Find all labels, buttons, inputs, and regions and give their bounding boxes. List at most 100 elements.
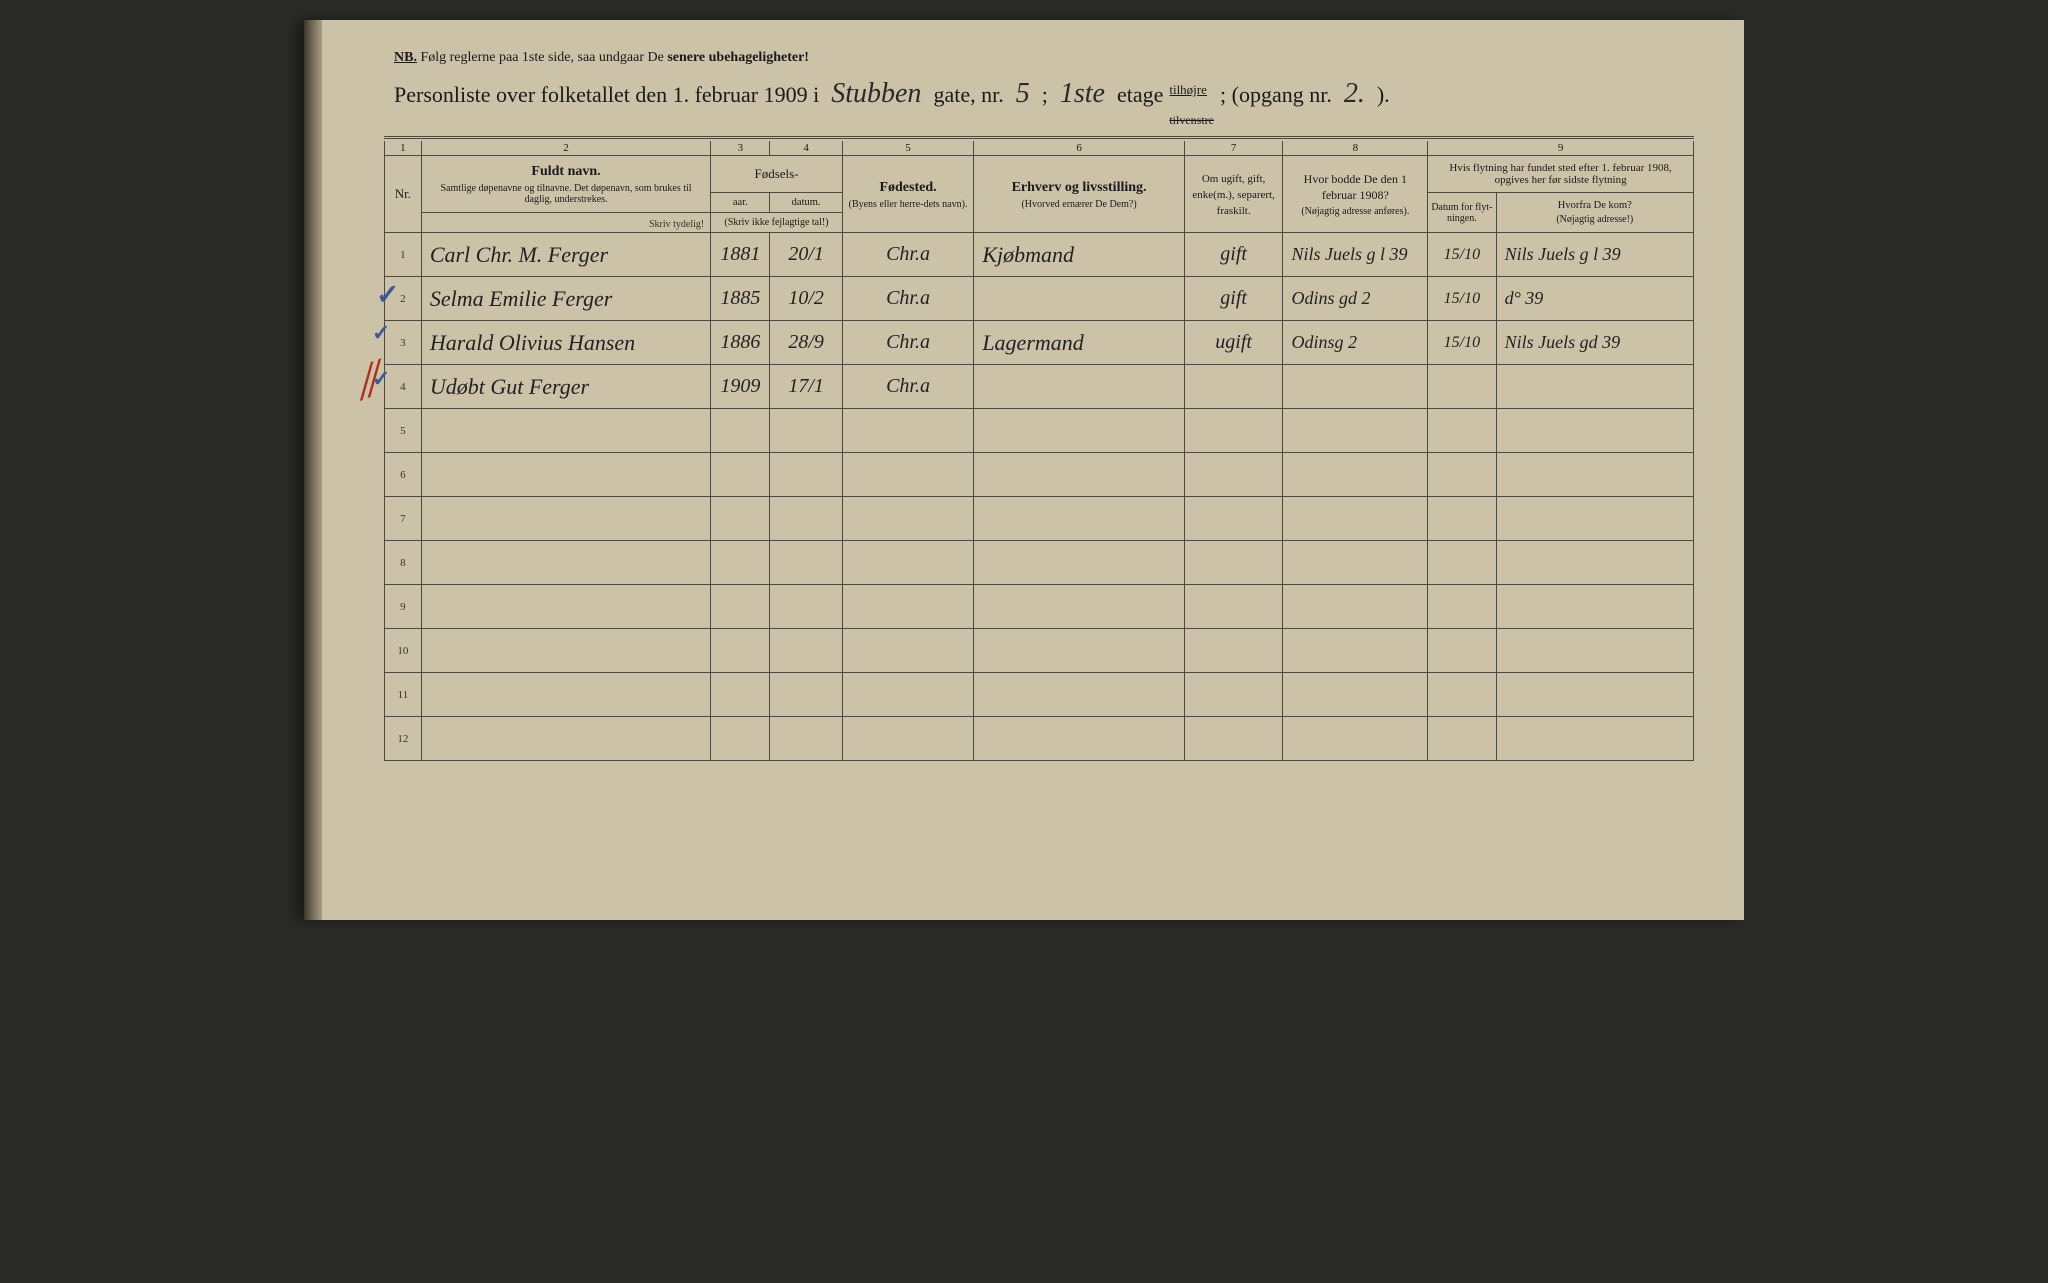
head-datum: datum. [770, 193, 842, 213]
head-fuldt: Fuldt navn. Samtlige døpenavne og tilnav… [421, 156, 710, 213]
cell-empty [842, 409, 974, 453]
cell-occupation: Kjøbmand [974, 233, 1185, 277]
cell-empty [770, 453, 842, 497]
cell-birthplace: Chr.a [842, 233, 974, 277]
row-number: 11 [385, 673, 422, 717]
colnum-9: 9 [1428, 141, 1694, 156]
cell-empty [1428, 717, 1496, 761]
head-ugift: Om ugift, gift, enke(m.), separert, fras… [1184, 156, 1283, 233]
table-row: 5 [385, 409, 1694, 453]
cell-address-1908: Odinsg 2 [1283, 321, 1428, 365]
opgang-handwritten: 2. [1338, 78, 1371, 110]
cell-move-date [1428, 365, 1496, 409]
cell-empty [974, 717, 1185, 761]
cell-from: d° 39 [1496, 277, 1693, 321]
cell-move-date: 15/10 [1428, 277, 1496, 321]
cell-empty [1184, 629, 1283, 673]
nb-prefix: NB. [394, 50, 417, 65]
cell-empty [974, 453, 1185, 497]
cell-empty [1184, 409, 1283, 453]
cell-empty [1283, 673, 1428, 717]
row-number: 4 [385, 365, 422, 409]
cell-empty [770, 629, 842, 673]
tilhojre: tilhøjre [1169, 82, 1207, 97]
head-hvor-bodde-sub: (Nøjagtig adresse anføres). [1287, 206, 1423, 217]
cell-empty [711, 673, 770, 717]
census-table: 1 2 3 4 5 6 7 8 9 Nr. Fuldt navn. Samtli… [384, 141, 1694, 761]
cell-occupation [974, 365, 1185, 409]
cell-empty [770, 541, 842, 585]
title-c: ; [1042, 82, 1048, 108]
cell-empty [1496, 717, 1693, 761]
cell-empty [1283, 629, 1428, 673]
cell-empty [1184, 497, 1283, 541]
head-fodested: Fødested. (Byens eller herre-dets navn). [842, 156, 974, 233]
head-erhverv-title: Erhverv og livsstilling. [1012, 180, 1147, 195]
nb-instruction: NB. Følg reglerne paa 1ste side, saa und… [384, 50, 1694, 66]
row-number: 6 [385, 453, 422, 497]
head-fodested-sub: (Byens eller herre-dets navn). [847, 199, 970, 210]
cell-from: Nils Juels gd 39 [1496, 321, 1693, 365]
cell-address-1908: Nils Juels g l 39 [1283, 233, 1428, 277]
cell-empty [711, 409, 770, 453]
table-body: 1Carl Chr. M. Ferger188120/1Chr.aKjøbman… [385, 233, 1694, 761]
head-skriv-ikke: (Skriv ikke fejlagtige tal!) [711, 213, 843, 233]
cell-name: Selma Emilie Ferger [421, 277, 710, 321]
cell-empty [770, 717, 842, 761]
cell-empty [711, 585, 770, 629]
red-slash-mark: ⁄⁄ [353, 349, 389, 409]
cell-empty [711, 453, 770, 497]
nr-handwritten: 5 [1010, 78, 1036, 110]
cell-address-1908: Odins gd 2 [1283, 277, 1428, 321]
title-d: etage [1117, 82, 1163, 108]
cell-empty [974, 673, 1185, 717]
cell-empty [974, 497, 1185, 541]
row-number: 5 [385, 409, 422, 453]
cell-empty [1496, 541, 1693, 585]
cell-empty [1283, 453, 1428, 497]
head-ugift-text: Om ugift, gift, enke(m.), separert, fras… [1192, 173, 1274, 217]
cell-empty [1283, 717, 1428, 761]
colnum-1: 1 [385, 141, 422, 156]
cell-status: gift [1184, 277, 1283, 321]
cell-year: 1885 [711, 277, 770, 321]
cell-empty [1184, 585, 1283, 629]
row-number: 10 [385, 629, 422, 673]
cell-year: 1886 [711, 321, 770, 365]
cell-empty [842, 673, 974, 717]
row-number: 3 [385, 321, 422, 365]
colnum-3: 3 [711, 141, 770, 156]
head-hvor-bodde-title: Hvor bodde De den 1 februar 1908? [1304, 172, 1407, 202]
cell-date: 17/1 [770, 365, 842, 409]
cell-empty [711, 629, 770, 673]
table-row: 1Carl Chr. M. Ferger188120/1Chr.aKjøbman… [385, 233, 1694, 277]
cell-empty [770, 409, 842, 453]
etage-handwritten: 1ste [1054, 78, 1111, 110]
head-skriv-tydelig-cell: Skriv tydelig! [421, 213, 710, 233]
cell-empty [1184, 453, 1283, 497]
header-row-1: Nr. Fuldt navn. Samtlige døpenavne og ti… [385, 156, 1694, 193]
table-row: 11 [385, 673, 1694, 717]
head-skriv-tydelig: Skriv tydelig! [649, 219, 704, 230]
cell-status: gift [1184, 233, 1283, 277]
cell-empty [842, 585, 974, 629]
cell-empty [974, 541, 1185, 585]
colnum-2: 2 [421, 141, 710, 156]
cell-year: 1909 [711, 365, 770, 409]
cell-empty [1428, 629, 1496, 673]
cell-empty [1496, 497, 1693, 541]
cell-occupation [974, 277, 1185, 321]
table-row: 10 [385, 629, 1694, 673]
table-row: 7 [385, 497, 1694, 541]
cell-empty [1496, 409, 1693, 453]
cell-status: ugift [1184, 321, 1283, 365]
cell-year: 1881 [711, 233, 770, 277]
row-number: 9 [385, 585, 422, 629]
colnum-6: 6 [974, 141, 1185, 156]
table-row: 9 [385, 585, 1694, 629]
cell-empty [842, 453, 974, 497]
head-fuldt-title: Fuldt navn. [531, 164, 600, 179]
street-handwritten: Stubben [825, 78, 927, 110]
head-hvorfra: Hvorfra De kom? (Nøjagtig adresse!) [1496, 193, 1693, 233]
cell-birthplace: Chr.a [842, 365, 974, 409]
